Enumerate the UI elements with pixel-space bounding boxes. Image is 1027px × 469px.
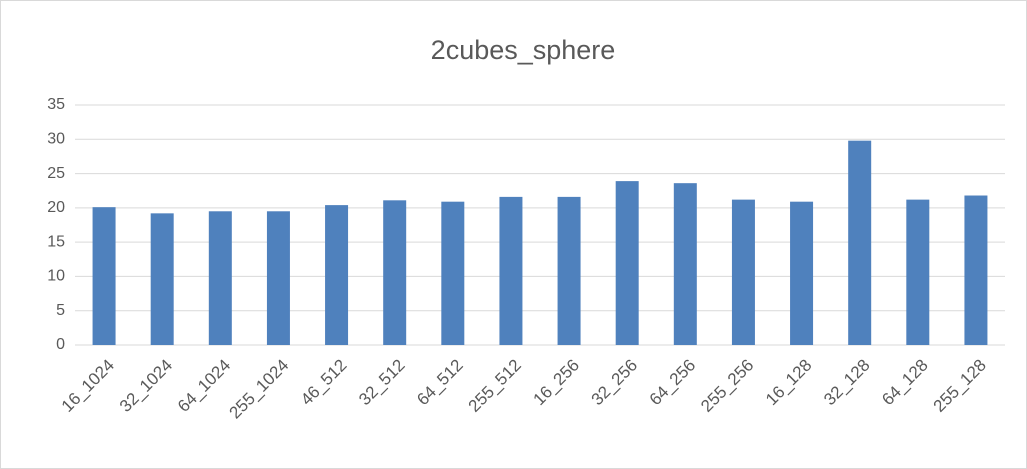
bar xyxy=(906,199,930,345)
y-tick-label: 35 xyxy=(47,96,65,113)
y-tick-label: 15 xyxy=(47,233,65,250)
bar xyxy=(383,200,407,345)
bar xyxy=(557,196,581,345)
y-tick-label: 10 xyxy=(47,268,65,285)
bar xyxy=(266,211,290,345)
y-tick-label: 20 xyxy=(47,199,65,216)
bar xyxy=(964,195,988,345)
y-tick-label: 5 xyxy=(56,302,65,319)
bar xyxy=(673,183,697,345)
bar xyxy=(499,196,523,345)
bar xyxy=(848,140,872,345)
bar xyxy=(615,181,639,345)
y-tick-label: 0 xyxy=(56,336,65,353)
bar xyxy=(325,205,349,345)
y-tick-label: 30 xyxy=(47,131,65,148)
y-tick-label: 25 xyxy=(47,165,65,182)
chart-title: 2cubes_sphere xyxy=(431,35,616,65)
bar xyxy=(441,201,465,345)
bar xyxy=(92,207,116,345)
bar xyxy=(150,213,174,345)
bar xyxy=(790,201,814,345)
bar xyxy=(731,199,755,345)
bar xyxy=(208,211,232,345)
